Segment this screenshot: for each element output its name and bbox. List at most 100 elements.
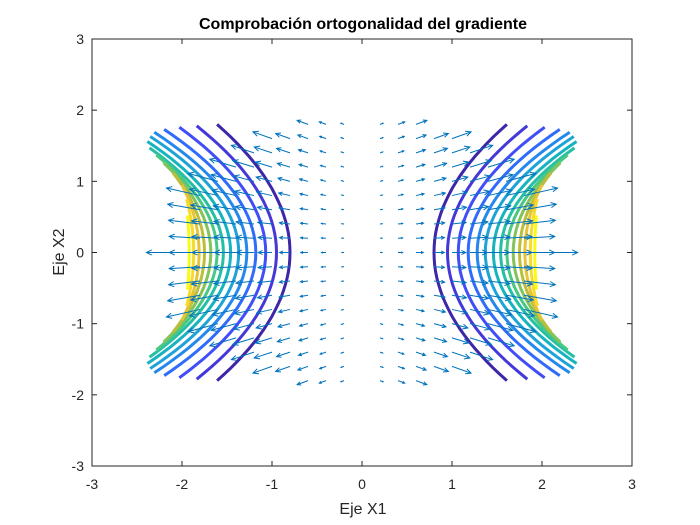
gradient-arrow-head bbox=[461, 205, 468, 211]
gradient-arrow-head bbox=[549, 265, 556, 272]
gradient-arrow-head bbox=[277, 294, 283, 299]
gradient-arrow-head bbox=[255, 323, 262, 330]
y-tick-label: 2 bbox=[76, 102, 84, 118]
gradient-arrow-head bbox=[422, 134, 428, 139]
gradient-arrow bbox=[433, 365, 449, 372]
gradient-arrow-head bbox=[319, 164, 323, 168]
gradient-arrow-head bbox=[462, 323, 469, 330]
gradient-arrow-head bbox=[549, 281, 557, 288]
gradient-arrow bbox=[451, 236, 466, 239]
gradient-arrow bbox=[236, 236, 255, 239]
gradient-arrow-head bbox=[299, 265, 304, 269]
gradient-arrow-head bbox=[486, 355, 494, 361]
gradient-arrow-head bbox=[189, 296, 197, 303]
gradient-arrow-head bbox=[277, 206, 283, 211]
gradient-arrow-head bbox=[550, 202, 558, 209]
gradient-arrow bbox=[451, 131, 472, 140]
gradient-arrow-head bbox=[421, 338, 426, 342]
gradient-arrow-head bbox=[278, 250, 284, 255]
gradient-arrow-head bbox=[319, 337, 323, 341]
gradient-arrow bbox=[257, 206, 273, 211]
gradient-arrow-head bbox=[165, 186, 173, 193]
gradient-arrow-head bbox=[420, 236, 425, 240]
y-axis-label: Eje X2 bbox=[51, 228, 68, 275]
gradient-arrow-head bbox=[296, 381, 302, 386]
gradient-arrow bbox=[188, 172, 219, 182]
gradient-arrow bbox=[191, 220, 219, 225]
gradient-arrow-head bbox=[232, 174, 240, 181]
gradient-arrow bbox=[213, 280, 237, 285]
gradient-arrow bbox=[451, 221, 467, 225]
gradient-arrow bbox=[300, 222, 309, 225]
gradient-arrow-head bbox=[503, 264, 511, 271]
gradient-arrow-head bbox=[381, 366, 384, 369]
gradient-arrow-head bbox=[255, 175, 262, 182]
gradient-arrow-head bbox=[441, 338, 448, 343]
gradient-arrow-head bbox=[482, 219, 490, 226]
gradient-arrow-head bbox=[440, 235, 446, 240]
gradient-arrow-head bbox=[400, 280, 404, 283]
gradient-arrow-head bbox=[210, 173, 218, 180]
gradient-arrow-head bbox=[441, 176, 448, 182]
gradient-arrow bbox=[278, 294, 291, 298]
gradient-arrow-head bbox=[319, 323, 323, 326]
gradient-arrow bbox=[256, 323, 273, 329]
y-tick-label: -2 bbox=[72, 387, 85, 403]
gradient-arrow bbox=[523, 187, 558, 197]
gradient-arrow bbox=[433, 237, 445, 239]
gradient-arrow bbox=[257, 280, 273, 284]
gradient-arrow-head bbox=[441, 191, 447, 196]
gradient-arrow-head bbox=[253, 145, 261, 152]
gradient-arrow-head bbox=[504, 295, 512, 302]
gradient-arrow-head bbox=[212, 218, 220, 226]
gradient-arrow-head bbox=[529, 327, 537, 334]
gradient-arrow bbox=[505, 204, 534, 211]
gradient-arrow-head bbox=[526, 233, 534, 241]
gradient-arrow bbox=[451, 323, 468, 329]
gradient-arrow bbox=[415, 280, 424, 283]
gradient-arrow bbox=[299, 193, 309, 197]
gradient-arrow-head bbox=[299, 280, 304, 284]
gradient-arrow-head bbox=[212, 203, 220, 210]
gradient-arrow-head bbox=[508, 341, 516, 348]
gradient-arrow-head bbox=[297, 148, 303, 153]
gradient-arrow bbox=[505, 323, 536, 333]
gradient-arrow-head bbox=[254, 160, 262, 167]
gradient-arrow-head bbox=[256, 294, 263, 300]
gradient-arrow bbox=[212, 308, 237, 316]
gradient-arrow bbox=[523, 280, 556, 286]
gradient-arrow-head bbox=[551, 312, 559, 319]
gradient-arrow bbox=[487, 220, 511, 225]
gradient-arrow-head bbox=[420, 207, 425, 211]
gradient-arrow-head bbox=[402, 121, 406, 125]
gradient-arrow-head bbox=[190, 264, 198, 272]
gradient-arrow-head bbox=[340, 366, 343, 369]
gradient-arrow bbox=[298, 337, 309, 342]
gradient-arrow-head bbox=[482, 204, 490, 211]
gradient-arrow bbox=[487, 158, 515, 168]
gradient-arrow bbox=[523, 266, 555, 270]
x-tick-label: -3 bbox=[86, 476, 99, 492]
gradient-arrow-head bbox=[340, 223, 343, 225]
gradient-arrow-head bbox=[190, 280, 198, 287]
gradient-arrow bbox=[433, 162, 447, 168]
gradient-arrow-head bbox=[481, 249, 489, 256]
gradient-arrow bbox=[298, 351, 309, 356]
gradient-arrow-head bbox=[276, 176, 283, 182]
gradient-arrow-head bbox=[481, 234, 489, 241]
gradient-arrow-head bbox=[251, 130, 259, 137]
gradient-arrow-head bbox=[235, 249, 243, 256]
gradient-arrow bbox=[189, 188, 219, 197]
gradient-arrow bbox=[487, 266, 510, 269]
gradient-arrow bbox=[469, 236, 488, 239]
gradient-arrow-head bbox=[401, 309, 405, 312]
gradient-arrow-head bbox=[340, 194, 343, 196]
gradient-arrow-head bbox=[167, 217, 175, 224]
gradient-arrow bbox=[257, 221, 273, 225]
gradient-arrow bbox=[236, 266, 255, 269]
gradient-arrow bbox=[300, 294, 309, 298]
gradient-arrow-head bbox=[208, 157, 216, 164]
gradient-arrow bbox=[296, 380, 309, 386]
